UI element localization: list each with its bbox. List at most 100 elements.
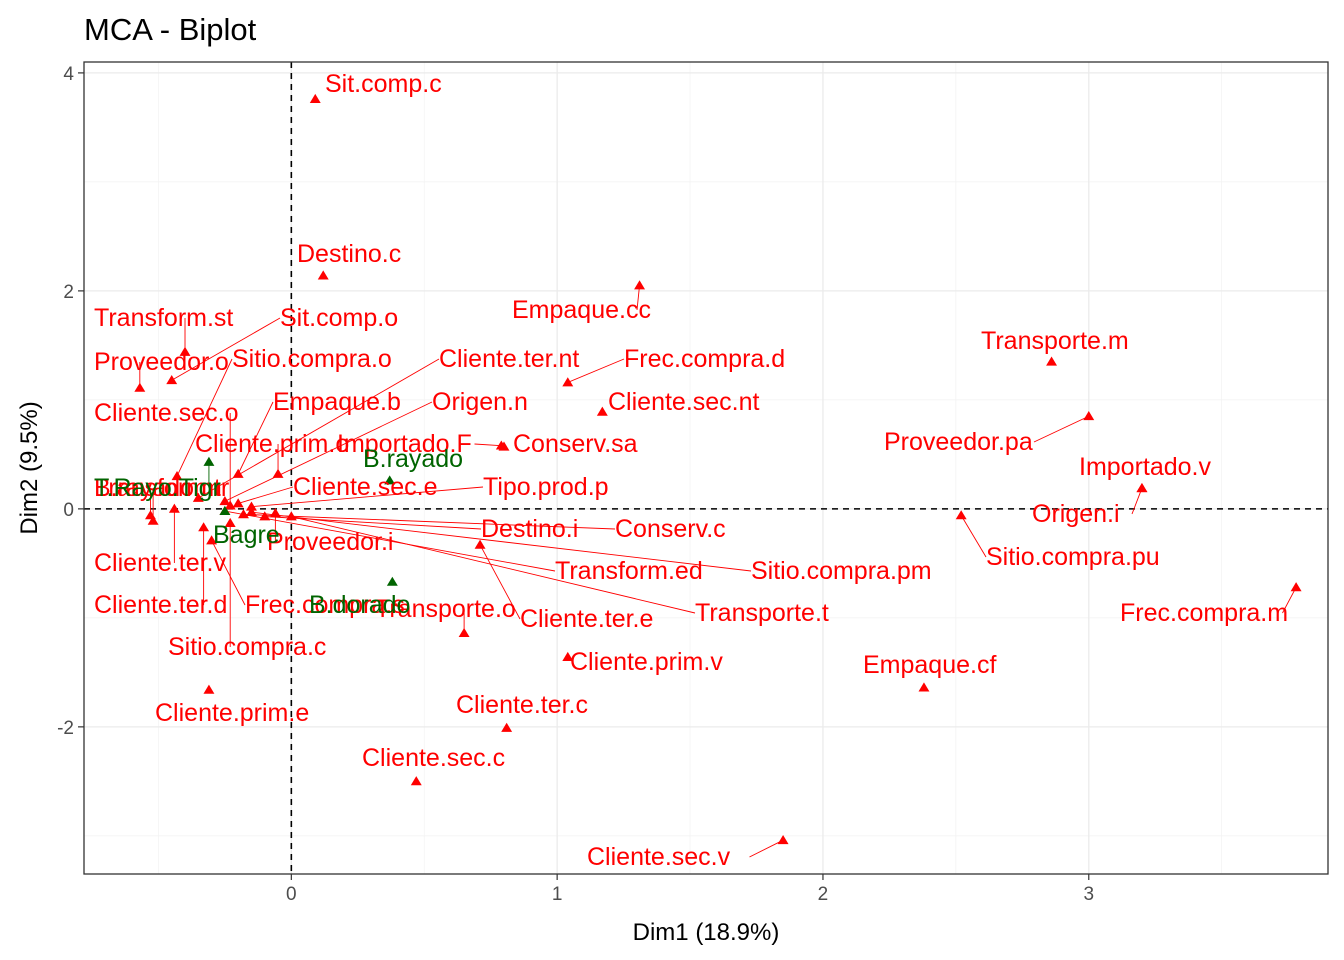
point-sitio-compra-c [224, 517, 236, 527]
y-axis: -2 0 2 4 [57, 64, 84, 739]
point-sit-comp-o [166, 375, 178, 385]
label-transform-ed: Transform.ed [555, 557, 703, 585]
label-transporte-t: Transporte.t [695, 599, 829, 627]
segment-conserv-c [243, 513, 616, 530]
y-tick-label: 0 [63, 500, 74, 521]
point-cliente-prim-v [562, 651, 574, 662]
point-empaque-cf [918, 682, 930, 692]
point-frec-compra-d [562, 377, 574, 387]
label-bagre: Bagre [213, 521, 280, 549]
label-frec-compra-d: Frec.compra.d [624, 345, 785, 373]
point-proveedor-i [269, 508, 281, 518]
point-empaque-cc [634, 280, 646, 290]
segment-transform-ed [224, 510, 556, 572]
label-frec-compra-s: Frec.compra.s [245, 591, 405, 619]
label-cliente-sec-c: Cliente.sec.c [362, 744, 505, 772]
label-destino-c: Destino.c [297, 240, 401, 268]
point-destino-c [317, 270, 329, 280]
label-cliente-ter-c: Cliente.ter.c [456, 691, 588, 719]
segment-origen-n [224, 401, 433, 502]
points-layer [134, 93, 1302, 845]
point-frec-compra-m [1290, 582, 1302, 592]
label-b-dorado: B.dorado [309, 591, 410, 619]
reference-lines [84, 62, 1328, 874]
label-proveedor-i: Proveedor.i [267, 528, 393, 556]
segment-transporte-t [291, 516, 696, 614]
point-transporte-t [285, 511, 297, 521]
point-cliente-sec-v [777, 835, 789, 845]
point-cliente-sec-c [410, 776, 422, 786]
label-importado-v: Importado.v [1079, 453, 1212, 481]
segment-empaque-b [237, 401, 274, 475]
point-sitio-compra-pm [246, 506, 257, 517]
point-sit-comp-c [309, 93, 321, 103]
label-empaque-b: Empaque.b [273, 388, 401, 416]
segment-sitio-compra-pm [251, 511, 752, 572]
label-transform-tr: Transform.tr [94, 474, 229, 502]
point-cliente-prim-e [203, 684, 215, 694]
panel-border [83, 61, 1329, 875]
label-transporte-o: Transporte.o [375, 595, 516, 623]
label-cliente-sec-o: Cliente.sec.o [94, 399, 239, 427]
x-axis: 0 1 2 3 [286, 874, 1094, 905]
point-destino-i [259, 511, 271, 521]
y-tick-label: 2 [63, 282, 74, 303]
plot-panel: Sit.comp.c Destino.c Empaque.cc Transform.s… [83, 61, 1329, 875]
point-cliente-ter-nt [192, 492, 204, 502]
x-tick-label: 2 [818, 884, 829, 905]
label-sit-comp-o: Sit.comp.o [280, 304, 398, 332]
label-proveedor-o: Proveedor.o [94, 348, 229, 376]
x-tick-label: 1 [552, 884, 563, 905]
label-conserv-c: Conserv.c [615, 515, 726, 543]
label-cliente-ter-d: Cliente.ter.d [94, 591, 227, 619]
point-transform-st [179, 346, 191, 356]
point-t-rayo-tigr [203, 456, 215, 466]
label-cliente-sec-e: Cliente.sec.e [293, 473, 438, 501]
label-destino-i: Destino.i [481, 515, 578, 543]
point-b-rayado-m [147, 515, 159, 525]
y-tick-label: -2 [57, 718, 74, 739]
label-empaque-cf: Empaque.cf [863, 651, 996, 679]
point-sitio-compra-pu [955, 510, 967, 520]
label-cliente-sec-nt: Cliente.sec.nt [608, 388, 760, 416]
point-transporte-m [1046, 356, 1058, 366]
point-b-rayado [384, 475, 396, 485]
label-cliente-prim-e: Cliente.prim.e [155, 699, 309, 727]
segment-sitio-compra-o [176, 358, 233, 477]
label-conserv-sa: Conserv.sa [513, 430, 638, 458]
point-conserv-sa [498, 441, 510, 451]
segment-frec-compra-s [211, 540, 246, 606]
segment-cliente-sec-e [238, 486, 294, 504]
segment-sitio-compra-pu [960, 515, 987, 558]
label-transporte-m: Transporte.m [981, 327, 1129, 355]
label-cliente-sec-v: Cliente.sec.v [587, 843, 731, 871]
x-axis-title: Dim1 (18.9%) [633, 919, 780, 946]
point-proveedor-pa [1083, 411, 1095, 421]
label-segments [139, 285, 1297, 858]
label-frec-compra-m: Frec.compra.m [1120, 599, 1288, 627]
label-cliente-ter-nt: Cliente.ter.nt [439, 345, 579, 373]
segment-proveedor-pa [1033, 415, 1089, 443]
point-origen-n [219, 496, 231, 506]
label-importado-f: Importado.F [337, 430, 472, 458]
label-origen-i: Origen.i [1032, 500, 1120, 528]
point-transporte-o [458, 627, 470, 638]
segment-empaque-cc [636, 285, 640, 311]
label-b-rayado: B.rayado [363, 445, 463, 473]
point-cliente-ter-v [168, 503, 180, 513]
label-sitio-compra-c: Sitio.compra.c [168, 633, 326, 661]
segment-sit-comp-o [171, 317, 281, 381]
point-cliente-ter-e [474, 539, 486, 549]
label-sitio-compra-pu: Sitio.compra.pu [986, 543, 1160, 571]
point-empaque-b [232, 468, 244, 478]
label-empaque-cc: Empaque.cc [512, 296, 651, 324]
point-b-dorado [386, 576, 398, 586]
point-cliente-sec-nt [596, 406, 608, 416]
point-tipo-prod-p [246, 501, 257, 511]
labels-layer: Sit.comp.c Destino.c Empaque.cc Transform.s… [94, 70, 1288, 871]
x-tick-label: 0 [286, 884, 297, 905]
segment-frec-compra-m [1282, 587, 1297, 614]
chart-title: MCA - Biplot [84, 12, 257, 47]
label-transform-st: Transform.st [94, 304, 233, 332]
